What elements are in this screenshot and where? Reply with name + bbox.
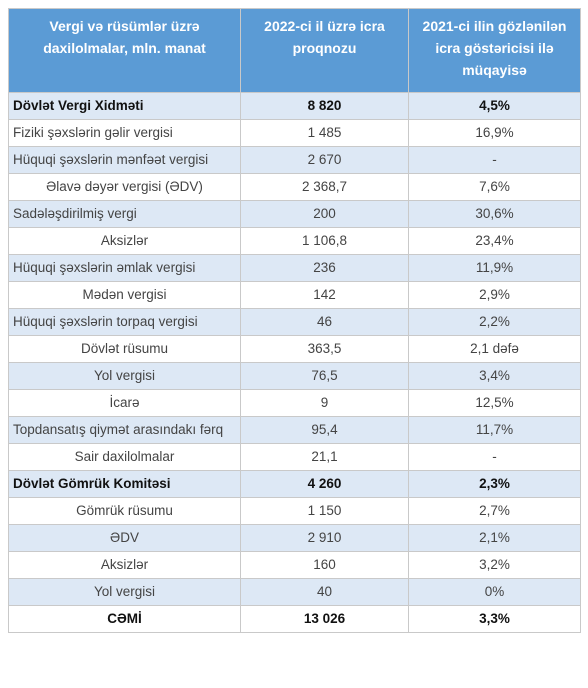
row-comparison-cell: 3,4% xyxy=(408,362,581,390)
table-row: Sadələşdirilmiş vergi 200 30,6% xyxy=(8,200,581,228)
row-comparison-cell: - xyxy=(408,443,581,471)
row-category-cell: Dövlət Gömrük Komitəsi xyxy=(8,470,241,498)
row-forecast-cell: 236 xyxy=(240,254,409,282)
row-comparison-cell: - xyxy=(408,146,581,174)
row-forecast-cell: 1 485 xyxy=(240,119,409,147)
row-category-cell: Sair daxilolmalar xyxy=(8,443,241,471)
row-forecast-cell: 95,4 xyxy=(240,416,409,444)
row-comparison-cell: 2,2% xyxy=(408,308,581,336)
row-forecast-cell: 363,5 xyxy=(240,335,409,363)
row-category-cell: Gömrük rüsumu xyxy=(8,497,241,525)
row-category-cell: Yol vergisi xyxy=(8,578,241,606)
header-row: Vergi və rüsümlər üzrə daxilolmalar, mln… xyxy=(8,8,581,93)
row-category-cell: Hüquqi şəxslərin əmlak vergisi xyxy=(8,254,241,282)
row-category-cell: Mədən vergisi xyxy=(8,281,241,309)
row-category-cell: Dövlət Vergi Xidməti xyxy=(8,92,241,120)
row-category-cell: Sadələşdirilmiş vergi xyxy=(8,200,241,228)
table-row: Yol vergisi 40 0% xyxy=(8,578,581,606)
table-row: Hüquqi şəxslərin mənfəət vergisi 2 670- xyxy=(8,146,581,174)
row-comparison-cell: 4,5% xyxy=(408,92,581,120)
table-row: Aksizlər 160 3,2% xyxy=(8,551,581,579)
table-header: Vergi və rüsümlər üzrə daxilolmalar, mln… xyxy=(8,8,581,93)
row-comparison-cell: 30,6% xyxy=(408,200,581,228)
table-row: Mədən vergisi 142 2,9% xyxy=(8,281,581,309)
row-forecast-cell: 1 150 xyxy=(240,497,409,525)
row-category-cell: Yol vergisi xyxy=(8,362,241,390)
row-category-cell: Hüquqi şəxslərin mənfəət vergisi xyxy=(8,146,241,174)
row-forecast-cell: 2 670 xyxy=(240,146,409,174)
table-body: Dövlət Vergi Xidməti 8 820 4,5% Fiziki şəxs… xyxy=(8,92,581,633)
table-row: Dövlət rüsumu 363,5 2,1 dəfə xyxy=(8,335,581,363)
table-row: ƏDV 2 910 2,1% xyxy=(8,524,581,552)
row-forecast-cell: 13 026 xyxy=(240,605,409,633)
row-forecast-cell: 2 910 xyxy=(240,524,409,552)
row-category-cell: Topdansatış qiymət arasındakı fərq xyxy=(8,416,241,444)
header-comparison-2021: 2021-ci ilin gözlənilən icra göstəricisi… xyxy=(408,8,581,93)
row-category-cell: Əlavə dəyər vergisi (ƏDV) xyxy=(8,173,241,201)
table-row: Aksizlər 1 106,8 23,4% xyxy=(8,227,581,255)
tax-revenue-table: Vergi və rüsümlər üzrə daxilolmalar, mln… xyxy=(8,8,581,633)
row-comparison-cell: 2,9% xyxy=(408,281,581,309)
row-forecast-cell: 76,5 xyxy=(240,362,409,390)
row-comparison-cell: 2,7% xyxy=(408,497,581,525)
row-category-cell: Fiziki şəxslərin gəlir vergisi xyxy=(8,119,241,147)
table-row: Hüquqi şəxslərin əmlak vergisi 236 11,9% xyxy=(8,254,581,282)
header-category: Vergi və rüsümlər üzrə daxilolmalar, mln… xyxy=(8,8,241,93)
row-category-cell: Aksizlər xyxy=(8,551,241,579)
row-forecast-cell: 142 xyxy=(240,281,409,309)
row-forecast-cell: 160 xyxy=(240,551,409,579)
row-category-cell: ƏDV xyxy=(8,524,241,552)
row-forecast-cell: 2 368,7 xyxy=(240,173,409,201)
table-row: Sair daxilolmalar 21,1- xyxy=(8,443,581,471)
row-forecast-cell: 4 260 xyxy=(240,470,409,498)
row-forecast-cell: 200 xyxy=(240,200,409,228)
table-row: Hüquqi şəxslərin torpaq vergisi 46 2,2% xyxy=(8,308,581,336)
row-category-cell: İcarə xyxy=(8,389,241,417)
table-row: İcarə 9 12,5% xyxy=(8,389,581,417)
row-comparison-cell: 23,4% xyxy=(408,227,581,255)
row-comparison-cell: 11,9% xyxy=(408,254,581,282)
row-comparison-cell: 2,3% xyxy=(408,470,581,498)
header-forecast-2022: 2022-ci il üzrə icra proqnozu xyxy=(240,8,409,93)
row-category-cell: Hüquqi şəxslərin torpaq vergisi xyxy=(8,308,241,336)
row-comparison-cell: 2,1% xyxy=(408,524,581,552)
row-comparison-cell: 11,7% xyxy=(408,416,581,444)
row-forecast-cell: 9 xyxy=(240,389,409,417)
table-row: Dövlət Vergi Xidməti 8 820 4,5% xyxy=(8,92,581,120)
row-forecast-cell: 40 xyxy=(240,578,409,606)
row-category-cell: CƏMİ xyxy=(8,605,241,633)
table-row: CƏMİ 13 026 3,3% xyxy=(8,605,581,633)
row-forecast-cell: 1 106,8 xyxy=(240,227,409,255)
row-comparison-cell: 3,3% xyxy=(408,605,581,633)
row-comparison-cell: 12,5% xyxy=(408,389,581,417)
row-comparison-cell: 16,9% xyxy=(408,119,581,147)
table-row: Fiziki şəxslərin gəlir vergisi 1 485 16,9% xyxy=(8,119,581,147)
row-comparison-cell: 3,2% xyxy=(408,551,581,579)
table-row: Əlavə dəyər vergisi (ƏDV) 2 368,7 7,6% xyxy=(8,173,581,201)
row-forecast-cell: 21,1 xyxy=(240,443,409,471)
row-comparison-cell: 7,6% xyxy=(408,173,581,201)
row-category-cell: Aksizlər xyxy=(8,227,241,255)
row-comparison-cell: 0% xyxy=(408,578,581,606)
row-comparison-cell: 2,1 dəfə xyxy=(408,335,581,363)
row-category-cell: Dövlət rüsumu xyxy=(8,335,241,363)
table-row: Yol vergisi 76,5 3,4% xyxy=(8,362,581,390)
row-forecast-cell: 46 xyxy=(240,308,409,336)
table-row: Topdansatış qiymət arasındakı fərq 95,4 11… xyxy=(8,416,581,444)
table-row: Gömrük rüsumu 1 150 2,7% xyxy=(8,497,581,525)
row-forecast-cell: 8 820 xyxy=(240,92,409,120)
table-row: Dövlət Gömrük Komitəsi 4 260 2,3% xyxy=(8,470,581,498)
